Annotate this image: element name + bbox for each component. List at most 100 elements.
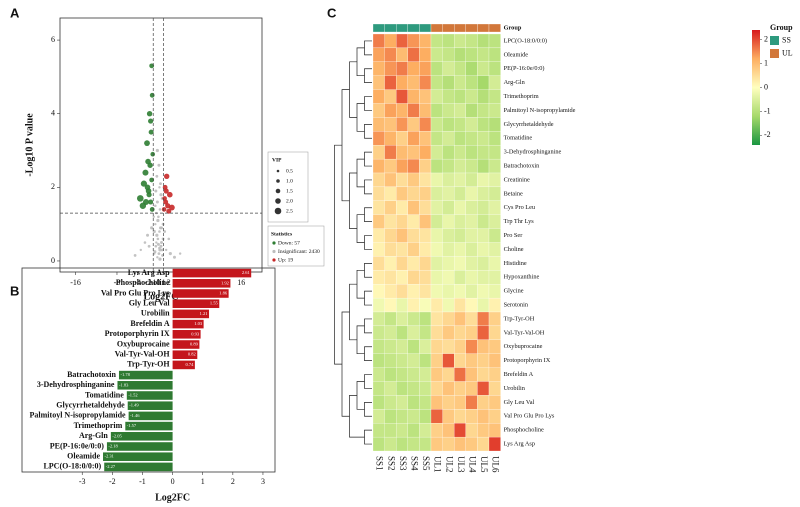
heat-cell: [407, 423, 420, 438]
value-label: 1.92: [221, 280, 229, 285]
legend-size: [276, 179, 280, 183]
heat-cell: [372, 381, 385, 396]
heat-cell: [442, 297, 455, 313]
row-label: Glycyrrhetaldehyde: [504, 121, 554, 128]
point: [144, 140, 150, 147]
point: [163, 188, 169, 194]
x-tick-label: -2: [109, 477, 116, 486]
point: [136, 195, 144, 202]
legend-size: [275, 198, 281, 204]
bar: [117, 381, 173, 390]
row-label: Protoporphyrin IX: [504, 357, 551, 364]
dendrogram-branch: [364, 429, 372, 445]
heat-cell: [372, 270, 385, 285]
heat-cell: [477, 367, 490, 382]
heat-cell: [419, 270, 432, 285]
heat-cell: [488, 284, 501, 299]
value-label: 0.89: [190, 342, 199, 347]
dendrogram-branch: [334, 144, 342, 365]
dendrogram-branch: [364, 40, 372, 56]
heat-cell: [396, 297, 408, 313]
heat-cell: [442, 325, 455, 340]
point: [148, 118, 154, 124]
heat-cell: [407, 75, 420, 90]
heat-cell: [442, 47, 455, 62]
heat-cell: [384, 297, 397, 313]
heat-cell: [419, 311, 432, 327]
dendrogram-branch: [356, 214, 365, 243]
dendrogram-branch: [356, 103, 365, 132]
y-tick-label: 2: [51, 182, 55, 191]
dendrogram-branch: [364, 124, 372, 139]
heat-cell: [465, 228, 478, 243]
heat-cell: [396, 256, 408, 271]
point: [150, 151, 156, 157]
legend-label: 1.5: [286, 188, 293, 194]
heat-cell: [419, 89, 432, 104]
heat-cell: [396, 145, 408, 160]
point: [159, 193, 163, 197]
point: [146, 233, 150, 237]
column-label: UL2: [444, 456, 454, 473]
value-label: -1.46: [130, 413, 140, 418]
row-label: Glycine: [504, 288, 524, 295]
point: [156, 237, 160, 241]
row-label: Choline: [504, 246, 524, 253]
heat-cell: [477, 297, 490, 313]
heat-cell: [488, 367, 501, 382]
heat-cell: [430, 75, 443, 90]
heat-cell: [465, 186, 478, 201]
heat-cell: [396, 117, 408, 132]
column-label: SS3: [398, 456, 408, 471]
heat-cell: [407, 436, 420, 452]
x-tick-label: 0: [156, 278, 160, 287]
point: [168, 251, 172, 256]
heat-cell: [442, 311, 455, 327]
bar: [110, 432, 173, 441]
heat-cell: [488, 103, 501, 118]
heat-cell: [465, 131, 478, 146]
dendrogram-branch: [364, 96, 372, 111]
category-label: Phosphocholine: [116, 278, 170, 287]
heat-cell: [419, 409, 432, 424]
legend-size: [274, 207, 282, 215]
point: [158, 208, 162, 211]
row-label: Betaine: [504, 190, 523, 197]
heat-cell: [488, 423, 501, 438]
heat-cell: [372, 75, 385, 90]
heat-cell: [442, 214, 455, 229]
heat-cell: [430, 145, 443, 160]
bar: [172, 309, 210, 319]
heat-cell: [372, 158, 385, 174]
point: [178, 252, 182, 255]
heat-cell: [442, 381, 455, 396]
legend-label: SS: [782, 35, 791, 44]
column-label: UL4: [468, 456, 478, 473]
heat-cell: [396, 75, 408, 90]
row-label: Arg-Gln: [504, 79, 526, 86]
point: [142, 199, 149, 206]
heat-cell: [396, 270, 408, 285]
heat-cell: [477, 89, 490, 104]
bar: [128, 411, 173, 421]
row-label: Phosphocholine: [504, 427, 544, 434]
heat-cell: [419, 395, 432, 410]
category-label: Val-Tyr-Val-OH: [115, 350, 171, 359]
heat-cell: [396, 89, 408, 104]
heat-cell: [488, 409, 501, 424]
dendrogram-branch: [364, 235, 372, 250]
bar: [127, 401, 173, 410]
point: [155, 148, 159, 153]
value-label: -1.52: [128, 393, 137, 398]
column-label: SS4: [410, 456, 420, 471]
category-label: Urobilin: [141, 309, 170, 318]
heat-cell: [407, 297, 420, 313]
heat-cell: [477, 339, 490, 354]
dendrogram-branch: [364, 263, 372, 278]
heat-cell: [430, 297, 443, 313]
point: [161, 222, 165, 226]
heat-cell: [477, 186, 490, 201]
heat-cell: [384, 131, 397, 146]
heat-cell: [454, 367, 466, 382]
point: [140, 180, 148, 187]
